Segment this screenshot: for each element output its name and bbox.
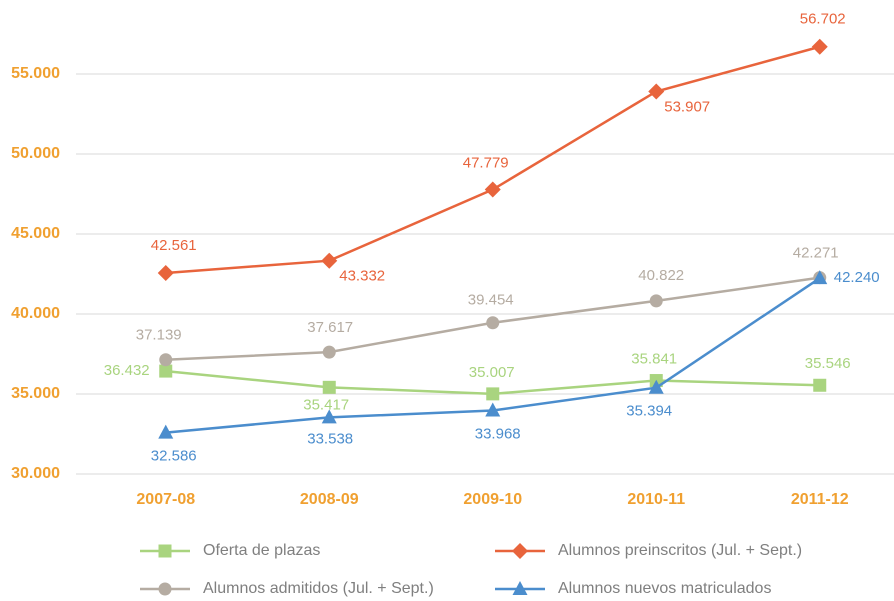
data-label: 40.822 <box>638 267 684 284</box>
marker <box>648 379 664 394</box>
y-tick-label: 50.000 <box>11 145 60 162</box>
data-label: 39.454 <box>468 292 514 309</box>
data-label: 35.841 <box>631 351 677 368</box>
marker <box>648 83 665 100</box>
data-label: 35.394 <box>626 403 672 420</box>
data-label: 36.432 <box>104 362 150 379</box>
data-label: 42.240 <box>834 269 880 286</box>
legend-label: Alumnos preinscritos (Jul. + Sept.) <box>558 542 802 559</box>
x-tick-label: 2009-10 <box>463 491 522 508</box>
data-label: 37.139 <box>136 327 182 344</box>
marker <box>813 378 827 392</box>
data-label: 35.007 <box>469 364 515 381</box>
marker <box>321 409 337 424</box>
x-tick-label: 2008-09 <box>300 491 359 508</box>
data-label: 56.702 <box>800 11 846 28</box>
x-tick-label: 2010-11 <box>627 491 685 508</box>
marker <box>486 316 500 330</box>
y-tick-label: 55.000 <box>11 65 60 82</box>
y-tick-label: 35.000 <box>11 385 60 402</box>
marker <box>486 387 500 401</box>
marker <box>159 353 173 367</box>
marker <box>322 345 336 359</box>
x-tick-label: 2007-08 <box>136 491 195 508</box>
data-label: 35.417 <box>303 396 349 413</box>
data-label: 42.271 <box>793 245 839 262</box>
marker <box>322 380 336 394</box>
marker <box>512 581 528 595</box>
y-tick-label: 40.000 <box>11 305 60 322</box>
data-label: 37.617 <box>307 319 353 336</box>
marker <box>321 252 338 269</box>
legend-label: Alumnos admitidos (Jul. + Sept.) <box>203 580 434 597</box>
marker <box>159 364 173 378</box>
marker <box>812 270 828 285</box>
marker <box>649 294 663 308</box>
data-label: 53.907 <box>664 98 710 115</box>
data-label: 42.561 <box>151 237 197 254</box>
x-tick-label: 2011-12 <box>791 491 849 508</box>
y-tick-label: 30.000 <box>11 465 60 482</box>
data-label: 32.586 <box>151 448 197 465</box>
marker <box>512 543 528 559</box>
data-label: 35.546 <box>805 355 851 372</box>
data-label: 33.968 <box>475 425 521 442</box>
marker <box>158 582 172 596</box>
data-label: 33.538 <box>307 430 353 447</box>
data-label: 47.779 <box>463 155 509 172</box>
marker <box>485 402 501 417</box>
data-label: 43.332 <box>339 268 385 285</box>
legend-label: Alumnos nuevos matriculados <box>558 580 771 597</box>
marker <box>158 424 174 439</box>
marker <box>484 181 501 198</box>
legend-label: Oferta de plazas <box>203 542 320 559</box>
y-tick-label: 45.000 <box>11 225 60 242</box>
marker <box>158 544 172 558</box>
marker <box>157 265 174 282</box>
marker <box>811 38 828 55</box>
